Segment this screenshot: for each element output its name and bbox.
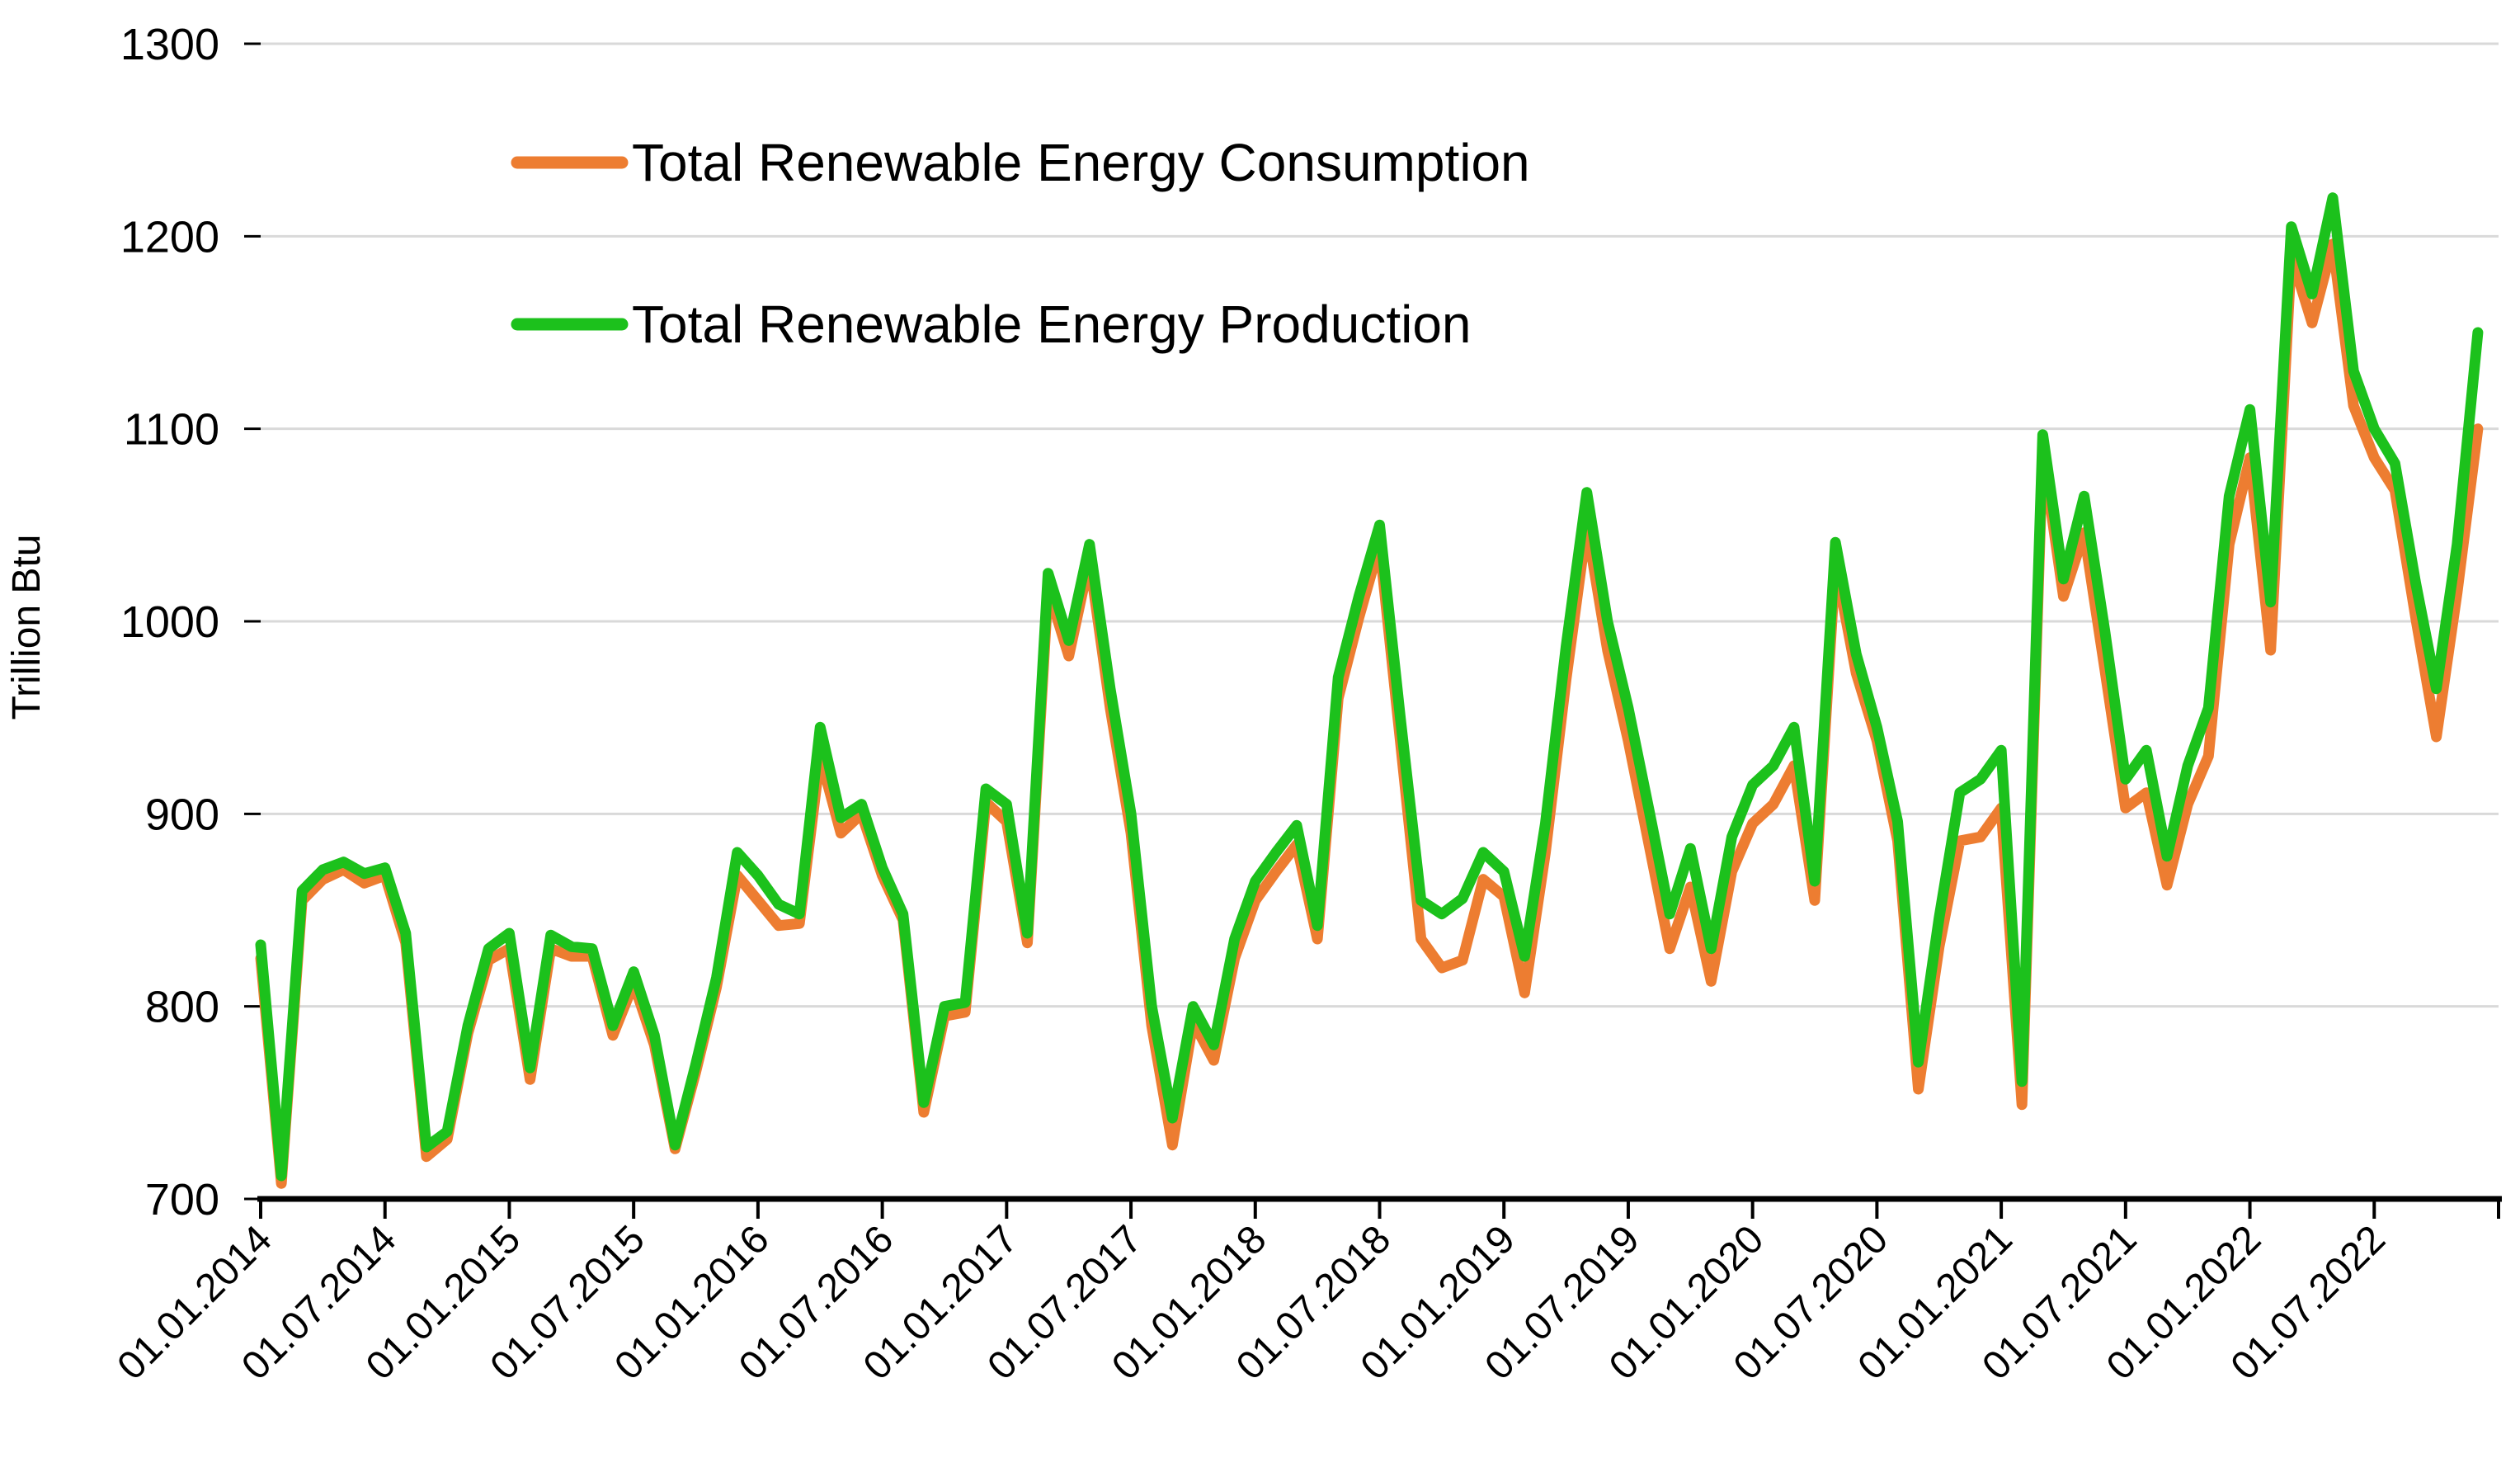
legend: Total Renewable Energy Consumption Total…	[511, 133, 1530, 354]
y-tick-label-1000: 1000	[120, 597, 219, 647]
series-line-consumption	[255, 238, 2484, 1189]
y-axis-title: Trillion Btu	[5, 535, 49, 720]
x-axis: 01.01.201401.07.201401.01.201501.07.2015…	[109, 1196, 2502, 1389]
data-series	[255, 192, 2484, 1189]
y-tick-label-800: 800	[145, 983, 219, 1032]
series-line-production	[255, 192, 2484, 1182]
y-axis: 1300 1200 1100 1000 900 800 700	[120, 20, 261, 1225]
y-tick-label-1200: 1200	[120, 212, 219, 262]
gridlines	[261, 42, 2499, 1201]
y-tick-label-900: 900	[145, 790, 219, 839]
y-tick-label-1300: 1300	[120, 20, 219, 69]
legend-label-production: Total Renewable Energy Production	[632, 295, 1472, 354]
y-tick-label-700: 700	[145, 1175, 219, 1225]
y-tick-label-1100: 1100	[124, 405, 219, 455]
legend-label-consumption: Total Renewable Energy Consumption	[632, 133, 1530, 192]
